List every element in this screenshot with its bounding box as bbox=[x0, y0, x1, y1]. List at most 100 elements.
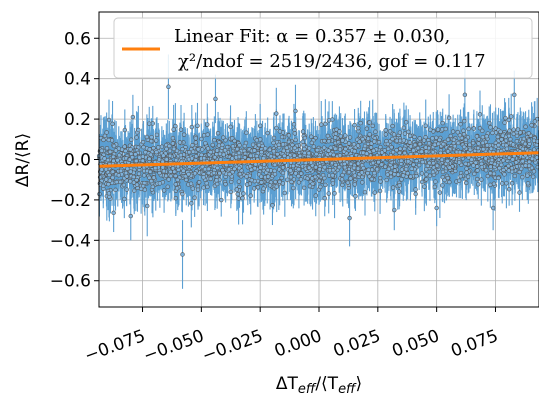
data-point bbox=[529, 156, 535, 161]
data-point bbox=[300, 129, 306, 134]
data-point bbox=[431, 160, 436, 166]
data-point bbox=[526, 131, 531, 136]
data-point bbox=[173, 195, 179, 201]
data-point bbox=[420, 159, 425, 165]
data-point bbox=[201, 133, 207, 138]
data-point bbox=[374, 167, 380, 172]
data-point bbox=[495, 134, 500, 140]
data-point bbox=[235, 146, 240, 152]
data-point bbox=[279, 134, 285, 140]
data-point bbox=[306, 151, 311, 156]
data-point bbox=[470, 140, 476, 146]
data-point bbox=[122, 127, 128, 133]
data-point bbox=[292, 131, 297, 136]
data-point bbox=[399, 158, 404, 163]
data-point bbox=[390, 136, 395, 142]
data-point bbox=[164, 146, 169, 152]
data-point bbox=[383, 127, 388, 133]
data-point bbox=[253, 162, 258, 167]
data-point bbox=[372, 170, 377, 176]
data-point bbox=[343, 146, 348, 152]
data-point bbox=[154, 149, 159, 155]
data-point bbox=[265, 130, 270, 136]
data-point bbox=[244, 130, 249, 135]
data-point bbox=[317, 167, 322, 172]
data-point bbox=[372, 139, 377, 144]
data-point bbox=[248, 193, 253, 198]
data-point bbox=[509, 181, 515, 186]
data-point bbox=[490, 205, 496, 211]
data-point bbox=[392, 172, 397, 177]
data-point bbox=[330, 181, 336, 186]
data-point bbox=[240, 195, 245, 201]
data-point bbox=[200, 147, 205, 152]
data-point bbox=[424, 149, 429, 154]
data-point bbox=[147, 147, 152, 152]
data-point bbox=[167, 143, 172, 149]
data-point bbox=[398, 146, 403, 151]
data-point bbox=[280, 165, 286, 170]
data-point bbox=[263, 146, 268, 151]
data-point bbox=[337, 129, 342, 134]
data-point bbox=[433, 179, 438, 184]
data-point bbox=[165, 184, 170, 189]
data-point bbox=[427, 173, 433, 178]
data-point bbox=[348, 161, 354, 167]
data-point bbox=[434, 205, 439, 211]
data-point bbox=[106, 191, 112, 196]
data-point bbox=[391, 132, 397, 137]
data-point bbox=[534, 155, 539, 160]
data-point bbox=[430, 169, 436, 175]
data-point bbox=[522, 141, 528, 147]
data-point bbox=[177, 140, 183, 145]
data-point bbox=[446, 115, 452, 121]
data-point bbox=[326, 148, 331, 153]
data-point bbox=[164, 157, 169, 162]
data-point bbox=[483, 156, 488, 161]
data-point bbox=[296, 180, 302, 185]
data-point bbox=[168, 173, 174, 179]
data-point bbox=[104, 177, 109, 182]
data-point bbox=[412, 142, 418, 148]
data-point bbox=[479, 164, 485, 170]
data-point bbox=[252, 166, 257, 171]
data-point bbox=[531, 169, 537, 174]
data-point bbox=[111, 210, 116, 216]
data-point bbox=[452, 144, 458, 149]
data-point bbox=[193, 157, 198, 163]
data-point bbox=[432, 142, 437, 147]
data-point bbox=[285, 155, 291, 160]
data-point bbox=[252, 148, 257, 153]
data-point bbox=[481, 146, 486, 152]
data-point bbox=[117, 153, 122, 158]
data-point bbox=[390, 123, 395, 129]
data-point bbox=[503, 115, 508, 121]
data-point bbox=[173, 182, 178, 187]
data-point bbox=[201, 185, 206, 190]
data-point bbox=[110, 121, 115, 127]
data-point bbox=[205, 132, 210, 137]
data-point bbox=[255, 185, 261, 190]
data-point bbox=[415, 145, 421, 151]
data-point bbox=[409, 166, 414, 171]
data-point bbox=[346, 141, 352, 146]
data-point bbox=[134, 135, 139, 140]
data-point bbox=[116, 173, 121, 178]
data-point bbox=[362, 189, 368, 195]
data-point bbox=[131, 174, 136, 180]
data-point bbox=[521, 136, 527, 142]
data-point bbox=[347, 135, 353, 140]
data-point bbox=[250, 142, 256, 147]
data-point bbox=[393, 164, 398, 169]
data-point bbox=[161, 168, 167, 174]
data-point bbox=[234, 187, 240, 192]
data-point bbox=[103, 167, 109, 172]
data-point bbox=[376, 159, 381, 165]
data-point bbox=[483, 167, 489, 173]
data-point bbox=[202, 166, 208, 172]
data-point bbox=[219, 197, 224, 203]
data-point bbox=[306, 165, 312, 170]
data-point bbox=[258, 165, 263, 170]
data-point bbox=[273, 179, 278, 185]
